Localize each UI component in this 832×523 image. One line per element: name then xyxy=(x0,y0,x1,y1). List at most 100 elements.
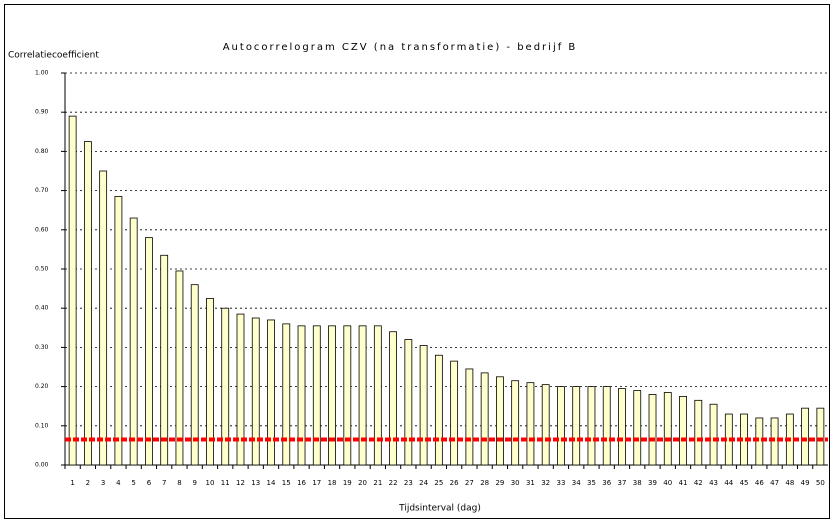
x-tick-label: 10 xyxy=(206,479,215,487)
bar xyxy=(190,284,199,466)
x-tick-label: 26 xyxy=(450,479,459,487)
y-tick-label: 0.20 xyxy=(35,383,49,390)
x-tick-label: 27 xyxy=(465,479,474,487)
x-tick-label: 4 xyxy=(116,479,121,487)
bar xyxy=(389,331,397,466)
x-tick-label: 31 xyxy=(526,479,535,487)
y-tick-label: 0.50 xyxy=(35,266,49,273)
x-tick-label: 29 xyxy=(495,479,504,487)
x-tick-label: 42 xyxy=(694,479,703,487)
bar xyxy=(648,394,657,466)
y-tick-label: 0.00 xyxy=(35,462,49,469)
x-tick-label: 17 xyxy=(312,479,321,487)
bar xyxy=(801,407,810,466)
y-tick-label: 0.60 xyxy=(35,226,49,233)
bar xyxy=(267,319,275,466)
bar xyxy=(236,313,245,466)
bar xyxy=(618,388,626,466)
x-tick-label: 14 xyxy=(267,479,276,487)
bar xyxy=(160,254,169,466)
x-tick-label: 5 xyxy=(131,479,135,487)
y-axis-label: Correlatiecoefficient xyxy=(8,51,99,61)
bar xyxy=(312,325,321,466)
bar xyxy=(480,372,489,466)
bar xyxy=(373,325,382,466)
bar xyxy=(68,115,77,466)
y-tick-label: 0.40 xyxy=(35,305,49,312)
x-tick-label: 48 xyxy=(785,479,794,487)
x-tick-label: 19 xyxy=(343,479,352,487)
x-tick-label: 37 xyxy=(618,479,627,487)
bar xyxy=(679,395,687,466)
x-tick-label: 41 xyxy=(679,479,688,487)
y-tick-label: 0.10 xyxy=(35,422,49,429)
y-tick-label: 1.00 xyxy=(35,70,49,77)
bar xyxy=(633,390,642,466)
x-axis-label: Tijdsinterval (dag) xyxy=(398,504,481,514)
x-tick-label: 9 xyxy=(192,479,196,487)
bar xyxy=(251,317,260,466)
x-tick-label: 13 xyxy=(251,479,260,487)
x-tick-label: 23 xyxy=(404,479,413,487)
bar xyxy=(114,196,123,466)
x-tick-label: 28 xyxy=(480,479,489,487)
x-tick-label: 22 xyxy=(389,479,398,487)
bar xyxy=(206,297,214,466)
bar xyxy=(297,325,306,466)
y-tick-label: 0.70 xyxy=(35,187,49,194)
x-tick-label: 1 xyxy=(70,479,74,487)
bar xyxy=(663,392,672,466)
bar xyxy=(129,217,138,466)
x-tick-label: 50 xyxy=(816,479,825,487)
bar xyxy=(419,345,428,466)
bar xyxy=(465,368,474,466)
bar xyxy=(694,399,703,466)
x-tick-label: 21 xyxy=(373,479,382,487)
bar xyxy=(526,382,535,466)
x-tick-label: 49 xyxy=(801,479,810,487)
bar xyxy=(404,339,413,466)
x-tick-label: 8 xyxy=(177,479,181,487)
bar xyxy=(145,237,153,466)
x-tick-label: 15 xyxy=(282,479,291,487)
y-tick-label: 0.90 xyxy=(35,109,49,116)
y-tick-label: 0.80 xyxy=(35,148,49,155)
x-tick-label: 45 xyxy=(740,479,749,487)
x-tick-label: 11 xyxy=(221,479,230,487)
bar xyxy=(816,407,825,466)
bar xyxy=(511,380,520,466)
bar xyxy=(358,325,367,466)
x-tick-label: 33 xyxy=(556,479,565,487)
x-tick-label: 16 xyxy=(297,479,306,487)
x-tick-label: 40 xyxy=(663,479,672,487)
bar xyxy=(602,386,611,466)
bar xyxy=(328,325,336,466)
x-tick-label: 12 xyxy=(236,479,245,487)
x-tick-label: 30 xyxy=(511,479,520,487)
x-tick-label: 6 xyxy=(147,479,152,487)
x-tick-label: 47 xyxy=(770,479,779,487)
x-tick-label: 20 xyxy=(358,479,367,487)
bar xyxy=(496,376,504,466)
bar xyxy=(343,325,352,466)
x-tick-label: 3 xyxy=(101,479,105,487)
bar xyxy=(175,270,184,466)
y-tick-label: 0.30 xyxy=(35,344,49,351)
x-tick-label: 38 xyxy=(633,479,642,487)
bar xyxy=(557,386,565,466)
bar xyxy=(83,141,92,466)
x-tick-label: 2 xyxy=(86,479,90,487)
chart-title: Autocorrelogram CZV (na transformatie) -… xyxy=(223,42,578,53)
bar xyxy=(282,323,291,466)
x-tick-label: 36 xyxy=(602,479,611,487)
x-tick-label: 46 xyxy=(755,479,764,487)
bar xyxy=(587,386,596,466)
bar xyxy=(99,170,108,466)
frame xyxy=(4,4,830,519)
bar xyxy=(450,360,459,466)
x-tick-label: 24 xyxy=(419,479,428,487)
x-tick-label: 32 xyxy=(541,479,550,487)
x-tick-label: 7 xyxy=(162,479,166,487)
x-tick-label: 25 xyxy=(434,479,443,487)
